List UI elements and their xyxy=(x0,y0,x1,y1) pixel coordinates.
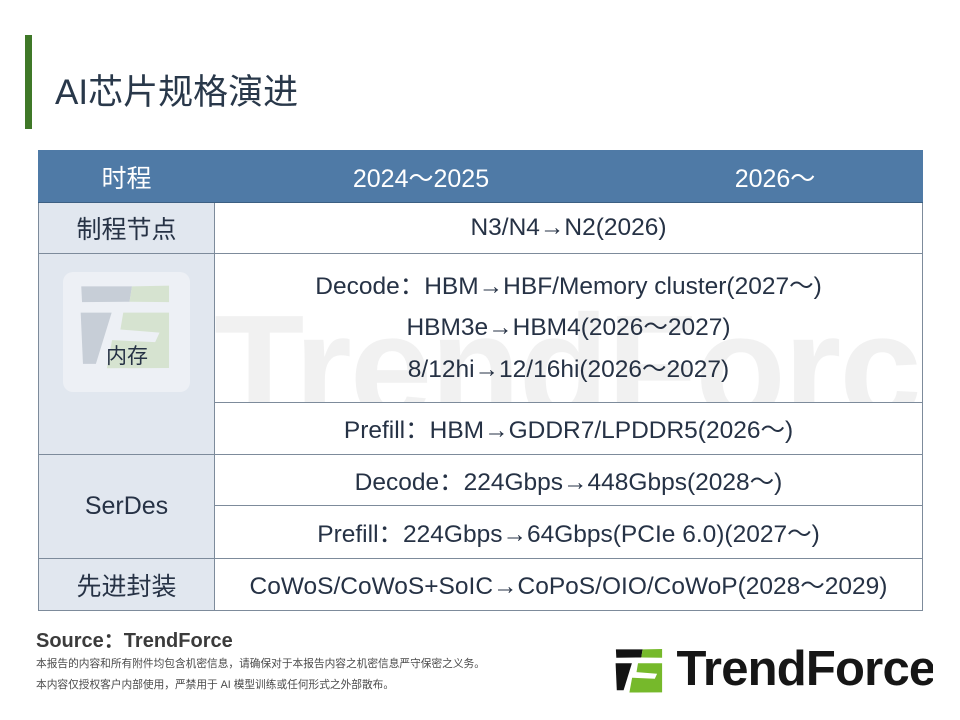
svg-text:TrendForce: TrendForce xyxy=(677,645,934,696)
